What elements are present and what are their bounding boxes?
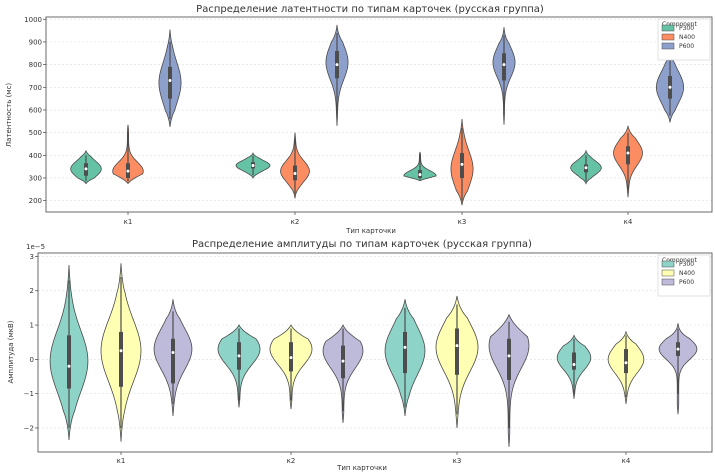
x-tick-label: к2 (287, 457, 296, 465)
y-tick-label: 200 (29, 197, 42, 205)
y-tick-label: 400 (29, 152, 42, 160)
violin-median-dot (341, 359, 345, 363)
y-tick-label: 1000 (24, 16, 42, 24)
latency-plot-frame (45, 16, 713, 213)
y-tick-label: 800 (29, 61, 42, 69)
latency-violins (70, 24, 685, 206)
violin-iqr-box (502, 53, 506, 81)
amplitude-chart: Распределение амплитуды по типам карточе… (7, 239, 713, 472)
violin-iqr-box (67, 335, 71, 389)
amplitude-legend-title: Component (662, 257, 697, 264)
violin-median-dot (168, 78, 172, 82)
violin-median-dot (293, 171, 297, 175)
violin-median-dot (84, 167, 88, 171)
y-tick-label: 900 (29, 38, 42, 46)
violin-median-dot (624, 361, 628, 365)
legend-swatch-n400 (661, 269, 675, 277)
x-tick-label: к4 (622, 457, 631, 465)
violin-iqr-box (119, 331, 123, 387)
legend-label-n400: N400 (679, 34, 695, 41)
latency-chart-title: Распределение латентности по типам карто… (196, 4, 544, 15)
violin-median-dot (126, 169, 130, 173)
x-tick-label: к2 (291, 218, 300, 226)
violin-median-dot (676, 347, 680, 351)
violin-median-dot (403, 345, 407, 349)
violin-median-dot (455, 344, 459, 348)
y-tick-label: −2 (24, 424, 34, 432)
violin-median-dot (289, 356, 293, 360)
legend-swatch-p600 (661, 278, 675, 286)
violin-median-dot (507, 354, 511, 358)
legend-label-p300: P300 (679, 261, 694, 268)
y-tick-label: 0 (30, 356, 34, 364)
amplitude-y-axis-label: Амплитуда (мкВ) (7, 320, 15, 383)
amplitude-offset-label: 1e−5 (26, 243, 45, 251)
violin-median-dot (460, 162, 464, 166)
violin-median-dot (67, 364, 71, 368)
amplitude-plot-frame (37, 252, 713, 453)
violin-median-dot (584, 166, 588, 170)
legend-swatch-p600 (661, 42, 675, 50)
x-tick-label: к4 (624, 218, 633, 226)
violin-iqr-box (626, 146, 630, 165)
y-tick-label: 3 (30, 253, 34, 261)
amplitude-legend: Component P300 N400 P600 (657, 254, 711, 297)
violin-median-dot (418, 173, 422, 177)
amplitude-violins (49, 263, 698, 447)
y-tick-label: 700 (29, 84, 42, 92)
legend-label-n400: N400 (679, 270, 695, 277)
violin-median-dot (668, 85, 672, 89)
latency-x-axis-label: Тип карточки (345, 227, 396, 235)
y-tick-label: −1 (24, 390, 34, 398)
legend-swatch-p300 (661, 24, 675, 32)
violin-median-dot (335, 63, 339, 67)
y-tick-label: 2 (30, 287, 34, 295)
latency-legend: Component P300 N400 P600 (657, 18, 711, 61)
amplitude-y-ticks: −2 −1 0 1 2 3 (24, 253, 38, 432)
legend-swatch-p300 (661, 260, 675, 268)
y-tick-label: 500 (29, 129, 42, 137)
latency-y-axis-label: Латентность (мс) (5, 83, 13, 148)
violin-iqr-box (507, 338, 511, 380)
violin-median-dot (626, 151, 630, 155)
legend-swatch-n400 (661, 33, 675, 41)
violin-median-dot (119, 349, 123, 353)
violin-iqr-box (624, 349, 628, 374)
latency-x-ticks: к1 к2 к3 к4 (124, 212, 633, 226)
violin-iqr-box (455, 328, 459, 375)
violin-iqr-box (403, 331, 407, 374)
legend-label-p600: P600 (679, 279, 694, 286)
legend-label-p600: P600 (679, 43, 694, 50)
legend-label-p300: P300 (679, 25, 694, 32)
amplitude-chart-title: Распределение амплитуды по типам карточе… (192, 239, 532, 250)
y-tick-label: 300 (29, 174, 42, 182)
x-tick-label: к3 (458, 218, 467, 226)
violin-iqr-box (168, 66, 172, 99)
latency-y-ticks: 200 300 400 500 600 700 800 900 1000 (24, 16, 46, 205)
amplitude-x-ticks: к1 к2 к3 к4 (117, 452, 631, 465)
violin-iqr-box (572, 352, 576, 370)
violin-iqr-box (171, 338, 175, 384)
violin-median-dot (572, 363, 576, 367)
amplitude-x-axis-label: Тип карточки (336, 464, 387, 472)
latency-legend-title: Component (662, 21, 697, 28)
amplitude-gridlines (38, 256, 712, 429)
x-tick-label: к1 (117, 457, 126, 465)
latency-chart: Распределение латентности по типам карто… (5, 4, 713, 235)
violin-median-dot (237, 354, 241, 358)
violin-median-dot (502, 63, 506, 67)
y-tick-label: 1 (30, 322, 34, 330)
violin-median-dot (171, 351, 175, 354)
latency-gridlines (46, 18, 712, 202)
x-tick-label: к3 (453, 457, 462, 465)
y-tick-label: 600 (29, 106, 42, 114)
violin-median-dot (251, 164, 255, 168)
x-tick-label: к1 (124, 218, 133, 226)
